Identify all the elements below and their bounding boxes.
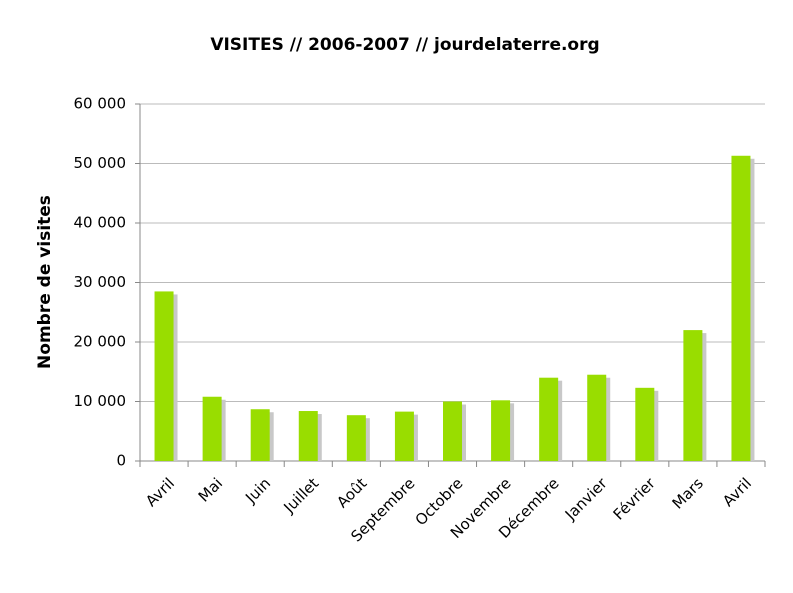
y-tick-label: 40 000	[74, 214, 127, 232]
x-tick-label: Janvier	[561, 474, 611, 524]
bar	[683, 330, 703, 461]
bar	[539, 377, 559, 461]
bar	[346, 415, 366, 461]
bar	[587, 374, 607, 461]
bar	[250, 409, 270, 461]
bar	[154, 291, 174, 461]
x-tick-label: Mars	[669, 474, 707, 512]
x-tick-label: Avril	[142, 474, 178, 510]
bar	[491, 400, 511, 461]
x-tick-label: Juillet	[279, 474, 322, 517]
chart-title: VISITES // 2006-2007 // jourdelaterre.or…	[210, 35, 599, 55]
y-tick-label: 30 000	[74, 273, 127, 291]
y-tick-label: 50 000	[74, 154, 127, 172]
y-tick-label: 0	[116, 452, 126, 470]
y-tick-label: 10 000	[74, 392, 127, 410]
x-tick-label: Février	[610, 474, 660, 524]
x-tick-label: Juin	[241, 474, 274, 507]
bar	[635, 387, 655, 461]
bar	[298, 411, 318, 461]
bar	[731, 155, 751, 461]
bar	[443, 401, 462, 461]
bar	[202, 396, 222, 461]
y-tick-label: 60 000	[74, 95, 127, 113]
x-tick-label: Mai	[195, 474, 226, 505]
y-axis-label: Nombre de visites	[35, 195, 55, 369]
y-tick-label: 20 000	[74, 333, 127, 351]
x-tick-label: Août	[333, 474, 370, 511]
x-tick-label: Avril	[719, 474, 755, 510]
bar	[394, 411, 414, 461]
